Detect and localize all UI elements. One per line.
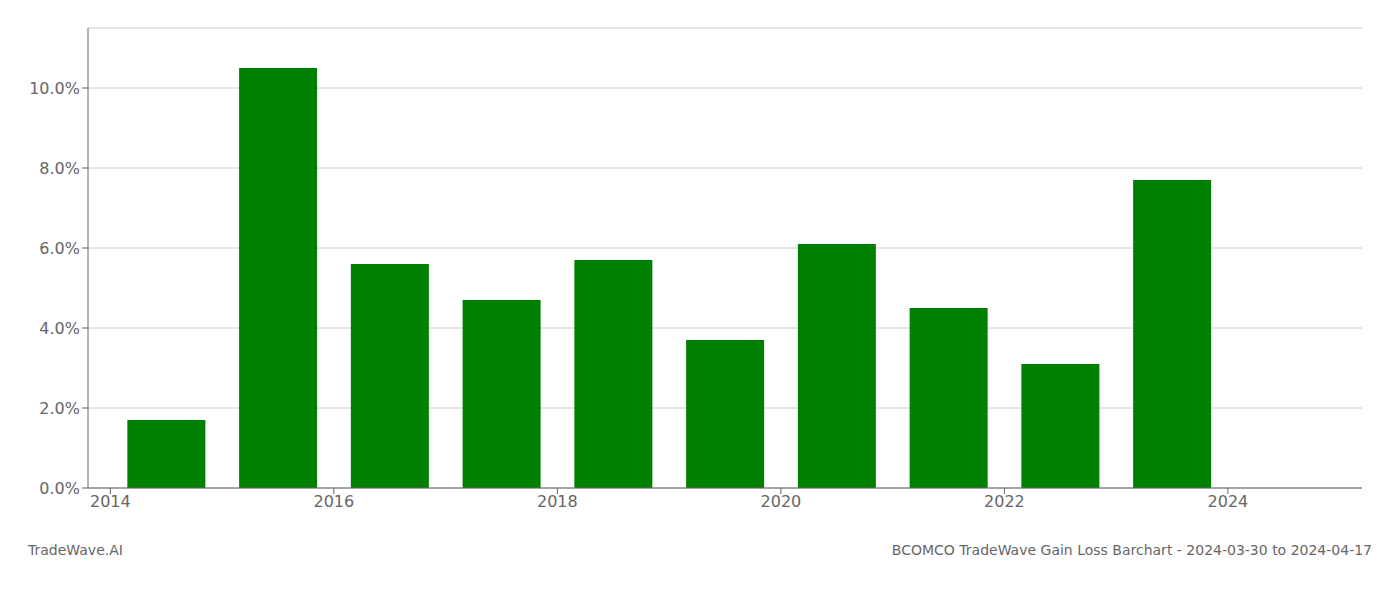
svg-text:8.0%: 8.0% (39, 159, 80, 178)
html-text:BCOMCO TradeWave Gain Loss Bar: BCOMCO TradeWave Gain Loss Barchart - 20… (891, 542, 1372, 558)
svg-text:2022: 2022 (984, 492, 1025, 511)
svg-text:2020: 2020 (761, 492, 802, 511)
svg-text:2016: 2016 (314, 492, 355, 511)
svg-text:2024: 2024 (1208, 492, 1249, 511)
svg-text:10.0%: 10.0% (29, 79, 80, 98)
svg-text:0.0%: 0.0% (39, 479, 80, 498)
svg-text:2018: 2018 (537, 492, 578, 511)
html-text:TradeWave.AI: TradeWave.AI (28, 542, 123, 558)
svg-text:2014: 2014 (90, 492, 131, 511)
svg-text:2.0%: 2.0% (39, 399, 80, 418)
svg-text:6.0%: 6.0% (39, 239, 80, 258)
svg-text:4.0%: 4.0% (39, 319, 80, 338)
